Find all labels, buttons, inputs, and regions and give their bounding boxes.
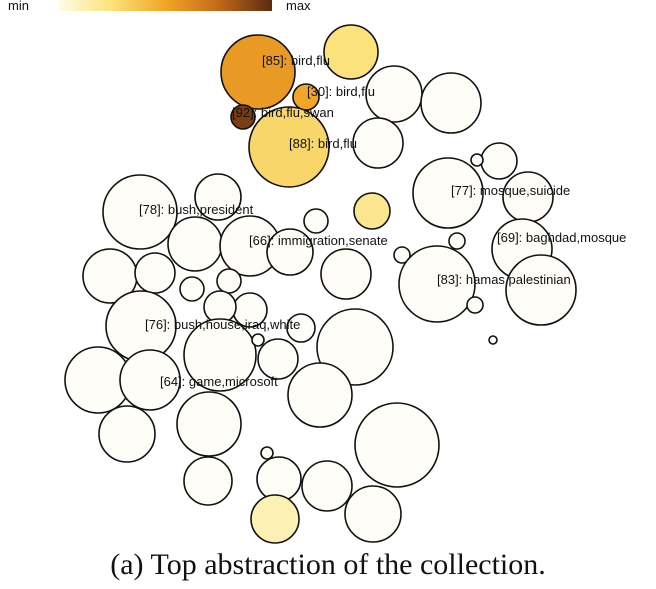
legend-color-bar	[58, 0, 272, 11]
topic-bubble	[119, 349, 181, 411]
topic-bubble	[323, 24, 379, 80]
topic-bubble	[176, 391, 242, 457]
topic-bubble	[353, 192, 391, 230]
topic-label: [69]: baghdad,mosque	[497, 230, 626, 245]
topic-bubble	[316, 308, 394, 386]
topic-label: [77]: mosque,suicide	[451, 183, 570, 198]
topic-bubble	[179, 276, 205, 302]
legend-max-label: max	[286, 0, 311, 13]
topic-bubble	[183, 456, 233, 506]
topic-label: [92]: bird,flu,swan	[232, 105, 334, 120]
topic-bubble	[320, 248, 372, 300]
topic-bubble	[412, 157, 484, 229]
topic-bubble	[250, 494, 300, 544]
topic-label: [30]: bird,flu	[307, 84, 375, 99]
topic-bubble	[98, 405, 156, 463]
topic-label: [85]: bird,flu	[262, 53, 330, 68]
topic-bubble	[220, 34, 296, 110]
topic-bubble	[134, 252, 176, 294]
topic-labels: [85]: bird,flu [30]: bird,flu [92]: bird,f…	[139, 53, 626, 389]
topic-bubble	[344, 485, 402, 543]
topic-bubble	[256, 456, 302, 502]
topic-bubble	[505, 254, 577, 326]
topic-bubble	[466, 296, 484, 314]
topic-bubble	[393, 246, 411, 264]
topic-bubble	[183, 318, 257, 392]
topic-bubble	[248, 106, 330, 188]
topic-bubble	[398, 245, 476, 323]
bubble-diagram: [85]: bird,flu [30]: bird,flu [92]: bird,f…	[58, 0, 626, 544]
topic-label: [76]: bush,house,iraq,white	[145, 317, 300, 332]
topic-bubble	[448, 232, 466, 250]
topic-label: [78]: bush,president	[139, 202, 254, 217]
topic-bubble	[286, 313, 316, 343]
topic-bubble	[420, 72, 482, 134]
topic-bubble	[260, 446, 274, 460]
topic-bubble	[352, 117, 404, 169]
topic-bubble	[480, 142, 518, 180]
topic-label: [66]: immigration,senate	[249, 233, 388, 248]
topic-bubble	[230, 104, 256, 130]
topic-bubble	[266, 228, 314, 276]
topic-label: [64]: game,microsoft	[160, 374, 278, 389]
topic-bubble	[354, 402, 440, 488]
topic-bubble	[257, 338, 299, 380]
topic-bubble	[102, 174, 178, 250]
topic-bubble	[488, 335, 498, 345]
topic-bubble	[167, 216, 223, 272]
topic-bubble	[194, 173, 242, 221]
topic-label: [88]: bird,flu	[289, 136, 357, 151]
legend-min-label: min	[8, 0, 29, 13]
topic-bubble	[216, 268, 242, 294]
topic-bubble	[287, 362, 353, 428]
figure-caption: (a) Top abstraction of the collection.	[110, 548, 546, 581]
topic-bubble	[301, 460, 353, 512]
topic-label: [83]: hamas,palestinian	[437, 272, 571, 287]
topic-bubble	[470, 153, 484, 167]
topic-bubbles	[64, 24, 577, 544]
topic-bubble	[251, 333, 265, 347]
topic-bubble	[303, 208, 329, 234]
